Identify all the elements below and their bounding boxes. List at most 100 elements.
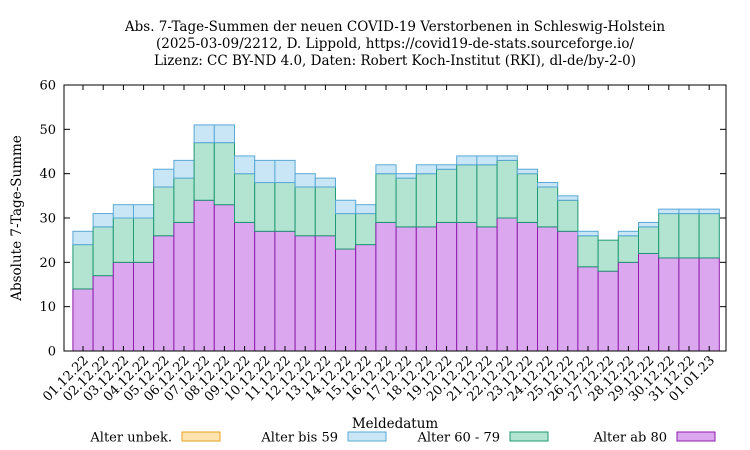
- bar-alter-bis-59-24.12.22: [537, 182, 559, 188]
- y-tick-label: 50: [39, 123, 56, 138]
- bar-alter-ab-80-28.12.22: [617, 261, 639, 352]
- bar-alter-60-79-15.12.22: [355, 213, 377, 246]
- bar-alter-bis-59-03.12.22: [112, 204, 135, 219]
- bar-alter-bis-59-23.12.22: [516, 168, 538, 175]
- bar-alter-ab-80-23.12.22: [516, 221, 538, 352]
- bar-alter-bis-59-30.12.22: [658, 208, 680, 215]
- bar-alter-bis-59-02.12.22: [92, 213, 114, 228]
- bar-alter-bis-59-06.12.22: [173, 159, 195, 179]
- bar-alter-bis-59-31.12.22: [678, 208, 700, 215]
- bar-alter-60-79-26.12.22: [577, 235, 599, 268]
- bar-area: [72, 124, 720, 352]
- bar-alter-bis-59-05.12.22: [153, 168, 175, 188]
- bar-alter-60-79-24.12.22: [537, 186, 559, 228]
- legend-label: Alter ab 80: [592, 431, 667, 446]
- bar-alter-ab-80-05.12.22: [153, 235, 175, 352]
- bar-alter-bis-59-01.01.23: [698, 208, 720, 215]
- bar-alter-bis-59-10.12.22: [254, 159, 276, 184]
- bar-alter-bis-59-07.12.22: [193, 124, 215, 144]
- bar-alter-60-79-03.12.22: [112, 217, 135, 263]
- bar-alter-ab-80-27.12.22: [597, 270, 619, 352]
- bar-alter-ab-80-30.12.22: [658, 257, 680, 352]
- bar-alter-bis-59-28.12.22: [617, 230, 639, 237]
- y-axis-label: Absolute 7-Tage-Summe: [9, 135, 25, 302]
- bar-alter-ab-80-25.12.22: [557, 230, 579, 352]
- bar-alter-bis-59-22.12.22: [496, 155, 518, 161]
- bar-alter-bis-59-18.12.22: [415, 164, 437, 175]
- bar-alter-60-79-16.12.22: [375, 173, 397, 223]
- bar-alter-60-79-30.12.22: [658, 213, 680, 259]
- bar-alter-60-79-31.12.22: [678, 213, 700, 259]
- x-axis-label: Meldedatum: [352, 416, 439, 432]
- bar-alter-ab-80-10.12.22: [254, 230, 276, 352]
- bar-alter-bis-59-20.12.22: [456, 155, 478, 166]
- bar-alter-ab-80-31.12.22: [678, 257, 700, 352]
- bar-alter-bis-59-16.12.22: [375, 164, 397, 175]
- bar-alter-ab-80-19.12.22: [436, 221, 458, 352]
- bar-alter-bis-59-08.12.22: [213, 124, 236, 144]
- bar-alter-bis-59-25.12.22: [557, 195, 579, 201]
- bar-alter-ab-80-07.12.22: [193, 199, 215, 352]
- bar-alter-ab-80-02.12.22: [92, 275, 114, 352]
- bar-alter-60-79-20.12.22: [456, 164, 478, 223]
- bar-alter-ab-80-15.12.22: [355, 244, 377, 352]
- y-tick-label: 40: [39, 167, 56, 182]
- bar-alter-bis-59-01.12.22: [72, 230, 94, 246]
- bar-alter-ab-80-11.12.22: [274, 230, 296, 352]
- bar-alter-60-79-22.12.22: [496, 159, 518, 219]
- bar-alter-ab-80-24.12.22: [537, 226, 559, 352]
- chart-title: Abs. 7-Tage-Summen der neuen COVID-19 Ve…: [124, 19, 666, 69]
- bar-alter-bis-59-19.12.22: [436, 164, 458, 170]
- bar-alter-bis-59-21.12.22: [476, 155, 498, 166]
- bar-alter-60-79-04.12.22: [133, 217, 155, 263]
- bar-alter-ab-80-13.12.22: [314, 235, 336, 352]
- bar-alter-60-79-01.12.22: [72, 244, 94, 290]
- bar-alter-ab-80-04.12.22: [133, 261, 155, 352]
- bar-alter-bis-59-17.12.22: [395, 173, 417, 179]
- bar-alter-bis-59-04.12.22: [133, 204, 155, 219]
- y-tick-label: 20: [39, 256, 56, 271]
- bar-alter-ab-80-12.12.22: [294, 235, 316, 352]
- legend: Alter unbek. Alter bis 59 Alter 60 - 79 Alt…: [89, 431, 716, 446]
- bar-alter-ab-80-22.12.22: [496, 217, 518, 352]
- chart-title-line-1: Abs. 7-Tage-Summen der neuen COVID-19 Ve…: [124, 19, 666, 35]
- legend-label: Alter 60 - 79: [416, 431, 500, 446]
- bar-alter-ab-80-16.12.22: [375, 221, 397, 352]
- bar-alter-60-79-02.12.22: [92, 226, 114, 277]
- bar-alter-bis-59-14.12.22: [335, 199, 357, 215]
- bar-alter-bis-59-29.12.22: [638, 221, 660, 228]
- bar-alter-60-79-01.01.23: [698, 213, 720, 259]
- bar-alter-60-79-08.12.22: [213, 142, 236, 206]
- bar-alter-bis-59-13.12.22: [314, 177, 336, 188]
- bar-alter-60-79-25.12.22: [557, 199, 579, 232]
- bar-alter-60-79-06.12.22: [173, 177, 195, 223]
- y-tick-label: 0: [48, 345, 56, 360]
- bar-alter-60-79-11.12.22: [274, 182, 296, 232]
- bar-alter-ab-80-08.12.22: [213, 204, 236, 352]
- bar-alter-60-79-29.12.22: [638, 226, 660, 254]
- bar-alter-ab-80-01.01.23: [698, 257, 720, 352]
- bar-alter-60-79-17.12.22: [395, 177, 417, 228]
- bar-alter-60-79-10.12.22: [254, 182, 276, 232]
- bar-alter-ab-80-14.12.22: [335, 248, 357, 352]
- bar-alter-60-79-19.12.22: [436, 168, 458, 223]
- bar-alter-60-79-28.12.22: [617, 235, 639, 263]
- bar-alter-ab-80-21.12.22: [476, 226, 498, 352]
- chart-title-line-2: (2025-03-09/2212, D. Lippold, https://co…: [156, 36, 634, 52]
- legend-swatch: [181, 431, 221, 442]
- y-tick-label: 60: [39, 79, 56, 94]
- bar-alter-ab-80-09.12.22: [234, 221, 256, 352]
- bar-alter-bis-59-26.12.22: [577, 230, 599, 237]
- bar-alter-60-79-21.12.22: [476, 164, 498, 228]
- bar-alter-bis-59-12.12.22: [294, 173, 316, 188]
- bar-alter-ab-80-29.12.22: [638, 252, 660, 352]
- legend-swatch: [509, 431, 549, 442]
- bar-alter-60-79-09.12.22: [234, 173, 256, 223]
- legend-label: Alter bis 59: [260, 431, 338, 446]
- bar-alter-bis-59-09.12.22: [234, 155, 256, 175]
- y-tick-label: 10: [39, 300, 56, 315]
- legend-swatch: [347, 431, 387, 442]
- bar-alter-60-79-07.12.22: [193, 142, 215, 201]
- bar-alter-bis-59-11.12.22: [274, 159, 296, 184]
